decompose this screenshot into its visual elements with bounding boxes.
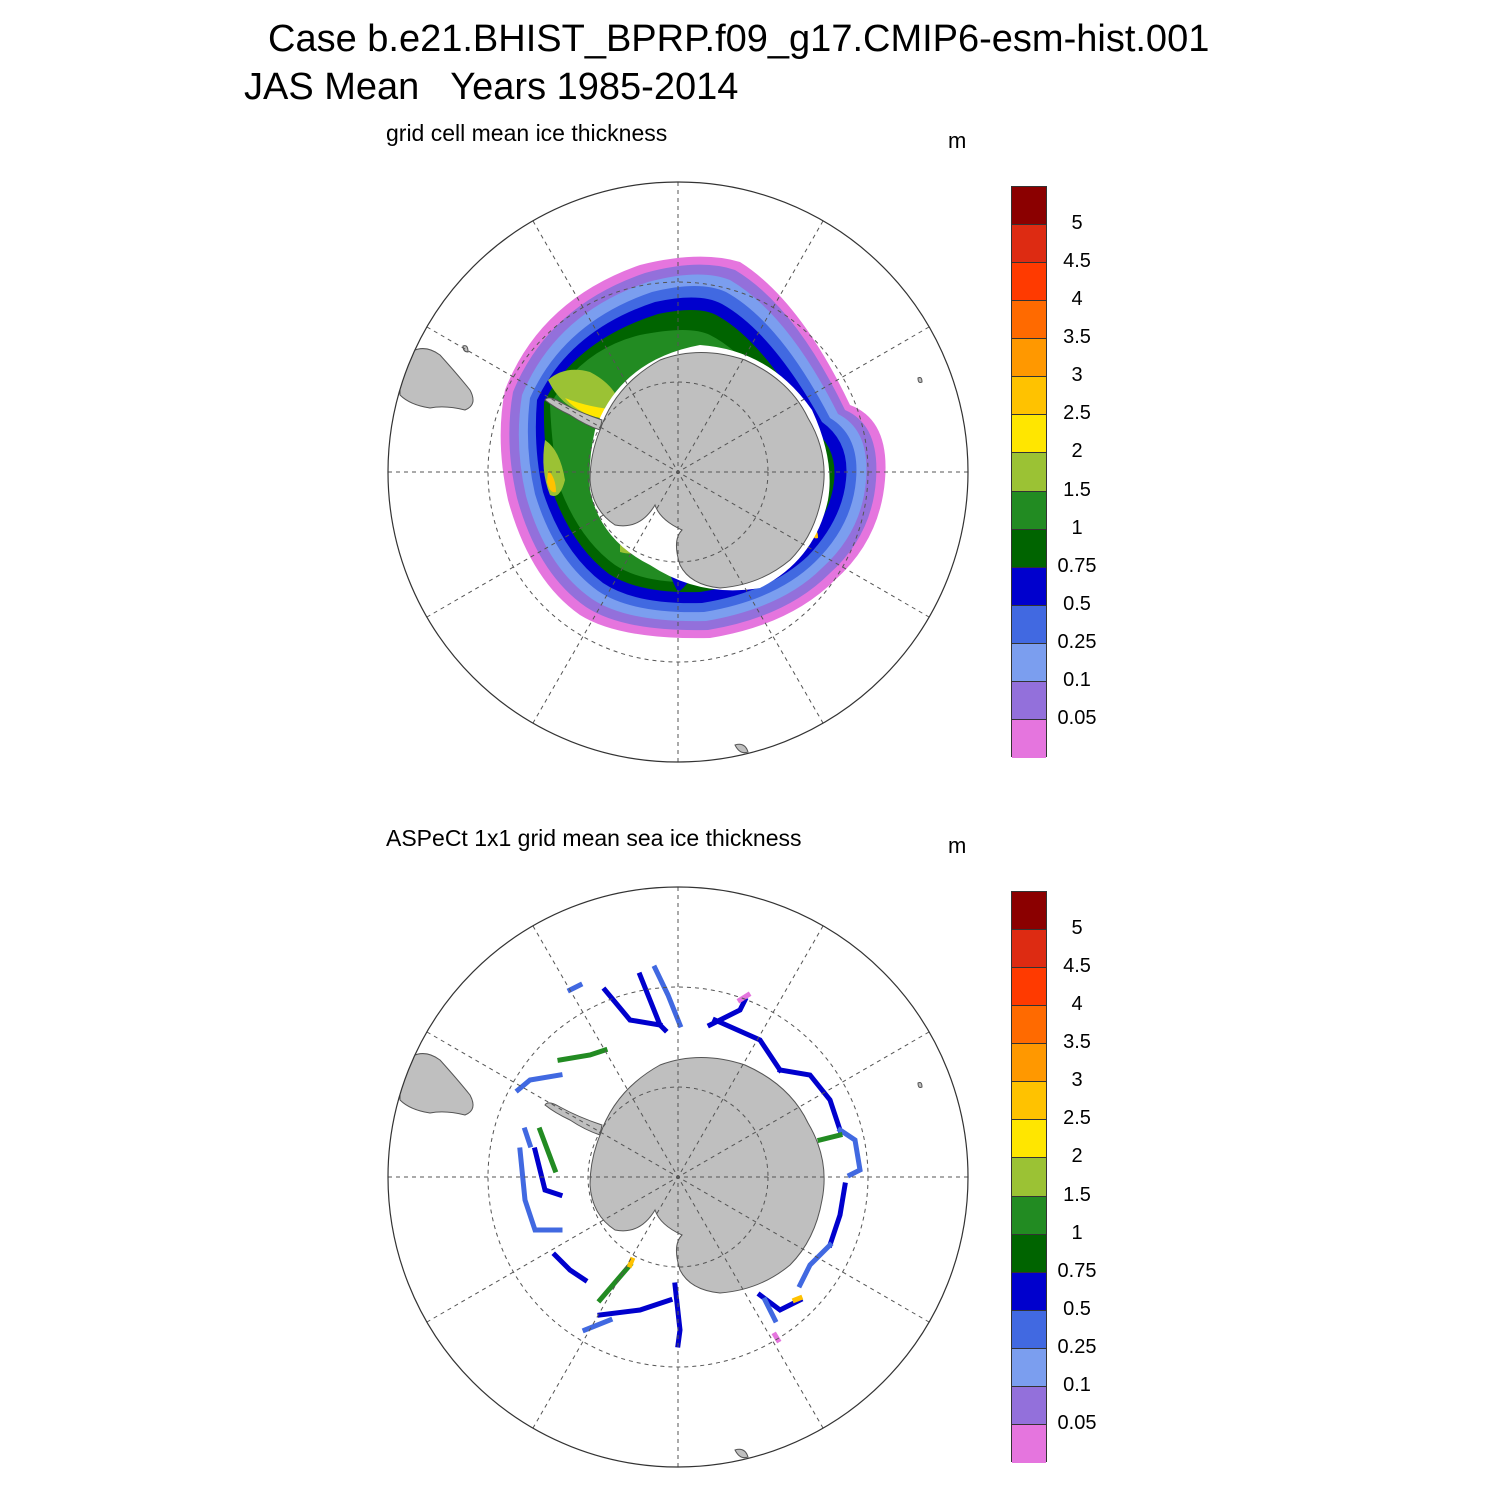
figure-title-line1: Case b.e21.BHIST_BPRP.f09_g17.CMIP6-esm-… [268, 18, 1210, 60]
colorbar-swatch [1012, 453, 1046, 492]
colorbar-tick-label: 0.75 [1057, 554, 1097, 577]
colorbar-swatch [1012, 892, 1046, 931]
colorbar-swatch [1012, 1424, 1046, 1463]
colorbar-swatch [1012, 187, 1046, 226]
colorbar-swatch [1012, 605, 1046, 644]
ice-patch-2 [548, 369, 620, 415]
colorbar-swatch [1012, 1386, 1046, 1425]
colorbar-swatch [1012, 377, 1046, 416]
colorbar-tick-label: 3.5 [1063, 326, 1091, 349]
panel1-colorbar [1011, 186, 1047, 758]
colorbar-tick-label: 3 [1071, 364, 1083, 387]
colorbar-swatch [1012, 263, 1046, 302]
colorbar-tick-label: 4 [1071, 993, 1083, 1016]
antarctica-land [589, 352, 825, 589]
colorbar-swatch [1012, 1044, 1046, 1083]
colorbar-tick-label: 0.25 [1057, 1335, 1097, 1358]
ship-track [636, 971, 669, 1034]
colorbar-swatch [1012, 415, 1046, 454]
colorbar-swatch [1012, 643, 1046, 682]
colorbar-tick-label: 2.5 [1063, 402, 1091, 425]
colorbar-tick-label: 4.5 [1063, 250, 1091, 273]
colorbar-swatch [1012, 1234, 1046, 1273]
colorbar-tick-label: 5 [1071, 212, 1083, 235]
colorbar-tick-label: 3 [1071, 1069, 1083, 1092]
south-america-land [399, 348, 474, 411]
colorbar-swatch [1012, 225, 1046, 264]
colorbar-tick-label: 4.5 [1063, 955, 1091, 978]
panel2-colorbar [1011, 891, 1047, 1463]
colorbar-tick-label: 1 [1071, 1221, 1083, 1244]
colorbar-swatch [1012, 1120, 1046, 1159]
colorbar-tick-label: 0.5 [1063, 592, 1091, 615]
colorbar-tick-label: 1 [1071, 516, 1083, 539]
panel1-title: grid cell mean ice thickness [386, 120, 668, 146]
colorbar-swatch [1012, 1006, 1046, 1045]
panel2-map [387, 886, 969, 1468]
colorbar-swatch [1012, 968, 1046, 1007]
colorbar-swatch [1012, 1158, 1046, 1197]
colorbar-tick-label: 5 [1071, 917, 1083, 940]
colorbar-swatch [1012, 1348, 1046, 1387]
antarctica-land-2 [589, 1057, 825, 1294]
colorbar-tick-label: 0.5 [1063, 1297, 1091, 1320]
colorbar-swatch [1012, 301, 1046, 340]
colorbar-tick-label: 4 [1071, 288, 1083, 311]
colorbar-tick-label: 3.5 [1063, 1031, 1091, 1054]
colorbar-swatch [1012, 339, 1046, 378]
figure-title-line2: JAS Mean Years 1985-2014 [244, 66, 739, 108]
colorbar-tick-label: 2 [1071, 1145, 1083, 1168]
colorbar-swatch [1012, 529, 1046, 568]
colorbar-swatch [1012, 1272, 1046, 1311]
colorbar-swatch [1012, 1310, 1046, 1349]
panel1-map [387, 181, 969, 763]
colorbar-tick-label: 0.1 [1063, 1373, 1091, 1396]
colorbar-swatch [1012, 1196, 1046, 1235]
south-america-land-2 [399, 1053, 474, 1116]
colorbar-tick-label: 2 [1071, 440, 1083, 463]
colorbar-swatch [1012, 491, 1046, 530]
colorbar-tick-label: 0.1 [1063, 668, 1091, 691]
colorbar-swatch [1012, 1082, 1046, 1121]
colorbar-swatch [1012, 930, 1046, 969]
colorbar-swatch [1012, 681, 1046, 720]
panel1-units: m [948, 128, 967, 153]
panel2-title: ASPeCt 1x1 grid mean sea ice thickness [386, 825, 802, 851]
colorbar-tick-label: 1.5 [1063, 1183, 1091, 1206]
colorbar-tick-label: 0.05 [1057, 1411, 1097, 1434]
colorbar-tick-label: 0.75 [1057, 1259, 1097, 1282]
colorbar-tick-label: 0.25 [1057, 630, 1097, 653]
colorbar-swatch [1012, 719, 1046, 758]
colorbar-tick-label: 1.5 [1063, 478, 1091, 501]
panel2-units: m [948, 833, 967, 858]
colorbar-tick-label: 0.05 [1057, 706, 1097, 729]
colorbar-swatch [1012, 567, 1046, 606]
colorbar-tick-label: 2.5 [1063, 1107, 1091, 1130]
